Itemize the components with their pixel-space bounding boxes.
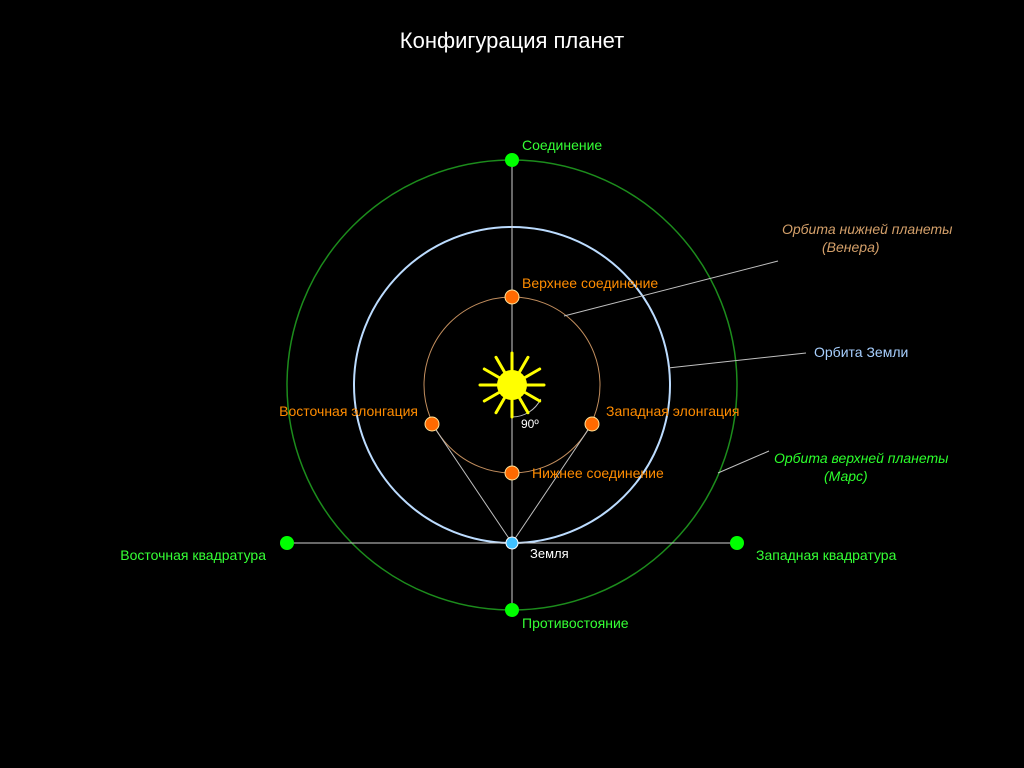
earth-orbit-label: Орбита Земли — [814, 344, 908, 360]
western-quadrature-node — [730, 536, 744, 550]
eastern-elongation-node — [425, 417, 439, 431]
earth-marker — [506, 537, 518, 549]
east-elongation-line — [432, 424, 512, 543]
eastern-quadrature-node — [280, 536, 294, 550]
outer-orbit-label-2: (Марс) — [824, 468, 868, 484]
west-elongation-line — [512, 424, 592, 543]
superior-conjunction-label: Верхнее соединение — [522, 275, 658, 291]
western-quadrature-label: Западная квадратура — [756, 547, 897, 563]
opposition-node — [505, 603, 519, 617]
conjunction-label: Соединение — [522, 137, 602, 153]
western-elongation-node — [585, 417, 599, 431]
conjunction-node — [505, 153, 519, 167]
inner-orbit-label-1: Орбита нижней планеты — [782, 221, 953, 237]
superior-conjunction-node — [505, 290, 519, 304]
outer-orbit-label-1: Орбита верхней планеты — [774, 450, 949, 466]
inferior-conjunction-label: Нижнее соединение — [532, 465, 664, 481]
diagram-title: Конфигурация планет — [400, 28, 624, 53]
eastern-quadrature-label: Восточная квадратура — [120, 547, 266, 563]
angle-label: 90º — [521, 417, 539, 431]
eastern-elongation-label: Восточная элонгация — [279, 403, 418, 419]
earth-label: Земля — [530, 546, 569, 561]
inferior-conjunction-node — [505, 466, 519, 480]
inner-orbit-label-2: (Венера) — [822, 239, 880, 255]
opposition-label: Противостояние — [522, 615, 629, 631]
western-elongation-label: Западная элонгация — [606, 403, 739, 419]
earth-orbit-leader — [668, 353, 806, 368]
